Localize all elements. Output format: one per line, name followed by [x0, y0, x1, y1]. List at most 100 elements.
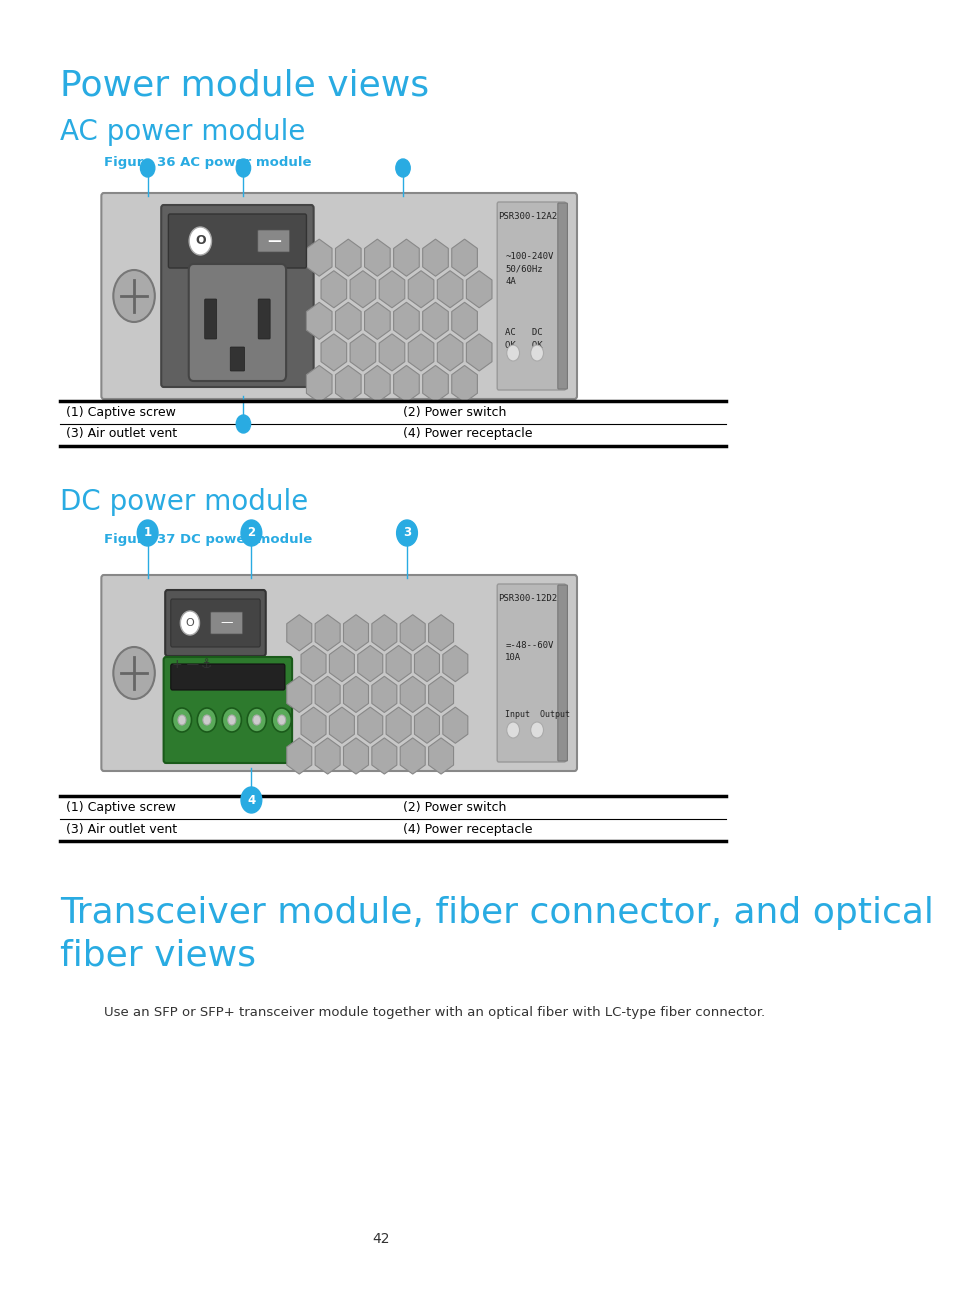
Polygon shape	[452, 302, 476, 340]
Circle shape	[113, 270, 154, 321]
Polygon shape	[335, 365, 361, 403]
Polygon shape	[314, 737, 340, 774]
Polygon shape	[357, 708, 382, 744]
Polygon shape	[314, 614, 340, 651]
Polygon shape	[321, 334, 346, 371]
FancyBboxPatch shape	[205, 299, 216, 340]
Polygon shape	[400, 614, 425, 651]
Text: AC   DC
OK   OK: AC DC OK OK	[505, 328, 542, 350]
Text: 42: 42	[372, 1232, 389, 1245]
Text: —: —	[220, 617, 233, 630]
Text: (3) Air outlet vent: (3) Air outlet vent	[66, 823, 177, 836]
Circle shape	[506, 722, 519, 737]
FancyBboxPatch shape	[497, 584, 565, 762]
Text: =-48--60V
10A: =-48--60V 10A	[505, 642, 553, 662]
Polygon shape	[364, 302, 390, 340]
Polygon shape	[372, 677, 396, 713]
Circle shape	[228, 715, 235, 724]
Text: 4: 4	[247, 793, 255, 806]
Circle shape	[236, 415, 251, 433]
Text: Power module views: Power module views	[60, 67, 429, 102]
Polygon shape	[394, 365, 418, 403]
Text: (4) Power receptacle: (4) Power receptacle	[402, 823, 532, 836]
Polygon shape	[428, 677, 453, 713]
FancyBboxPatch shape	[230, 347, 244, 371]
Polygon shape	[422, 302, 448, 340]
Circle shape	[241, 787, 261, 813]
Polygon shape	[408, 334, 434, 371]
Polygon shape	[436, 271, 462, 307]
Polygon shape	[422, 240, 448, 276]
Text: PSR300-12A2: PSR300-12A2	[497, 213, 557, 222]
FancyBboxPatch shape	[171, 599, 260, 647]
Polygon shape	[306, 240, 332, 276]
Polygon shape	[442, 645, 467, 682]
Polygon shape	[306, 302, 332, 340]
Polygon shape	[452, 365, 476, 403]
Polygon shape	[287, 614, 312, 651]
Polygon shape	[408, 271, 434, 307]
Text: Use an SFP or SFP+ transceiver module together with an optical fiber with LC-typ: Use an SFP or SFP+ transceiver module to…	[104, 1006, 764, 1019]
Text: O: O	[186, 618, 194, 629]
FancyBboxPatch shape	[497, 202, 565, 390]
Polygon shape	[452, 240, 476, 276]
Circle shape	[241, 520, 261, 546]
FancyBboxPatch shape	[169, 214, 306, 268]
Circle shape	[172, 708, 192, 732]
FancyBboxPatch shape	[257, 229, 290, 251]
FancyBboxPatch shape	[558, 584, 567, 761]
Circle shape	[236, 159, 251, 178]
Polygon shape	[335, 240, 361, 276]
FancyBboxPatch shape	[211, 612, 242, 634]
Circle shape	[277, 715, 285, 724]
FancyBboxPatch shape	[189, 264, 286, 381]
Polygon shape	[364, 240, 390, 276]
Polygon shape	[386, 645, 411, 682]
Polygon shape	[414, 708, 439, 744]
Circle shape	[396, 520, 417, 546]
Text: 1: 1	[144, 526, 152, 539]
Polygon shape	[386, 708, 411, 744]
Text: 2: 2	[247, 526, 255, 539]
Polygon shape	[301, 645, 326, 682]
Text: Figure 36 AC power module: Figure 36 AC power module	[104, 156, 311, 168]
Polygon shape	[466, 271, 492, 307]
Polygon shape	[372, 737, 396, 774]
Circle shape	[530, 722, 543, 737]
Text: (2) Power switch: (2) Power switch	[402, 801, 506, 814]
Circle shape	[189, 227, 212, 255]
Polygon shape	[343, 614, 368, 651]
Circle shape	[506, 345, 519, 362]
Text: (1) Captive screw: (1) Captive screw	[66, 406, 176, 419]
Text: DC power module: DC power module	[60, 489, 308, 516]
Polygon shape	[350, 271, 375, 307]
Polygon shape	[436, 334, 462, 371]
Polygon shape	[442, 708, 467, 744]
FancyBboxPatch shape	[171, 664, 285, 689]
Circle shape	[180, 610, 199, 635]
Polygon shape	[321, 271, 346, 307]
Circle shape	[247, 708, 266, 732]
Text: Figure 37 DC power module: Figure 37 DC power module	[104, 533, 312, 546]
Text: PSR300-12D2: PSR300-12D2	[497, 594, 557, 603]
Circle shape	[113, 647, 154, 699]
Polygon shape	[335, 302, 361, 340]
Polygon shape	[428, 737, 453, 774]
Text: (4) Power receptacle: (4) Power receptacle	[402, 428, 532, 441]
Circle shape	[197, 708, 216, 732]
FancyBboxPatch shape	[163, 657, 292, 763]
Text: ~100-240V
50/60Hz
4A: ~100-240V 50/60Hz 4A	[505, 251, 553, 286]
Polygon shape	[306, 365, 332, 403]
FancyBboxPatch shape	[165, 590, 266, 656]
Circle shape	[272, 708, 291, 732]
Polygon shape	[466, 334, 492, 371]
Polygon shape	[350, 334, 375, 371]
Circle shape	[530, 345, 543, 362]
Polygon shape	[287, 677, 312, 713]
Circle shape	[140, 159, 154, 178]
FancyBboxPatch shape	[101, 575, 577, 771]
Polygon shape	[378, 271, 404, 307]
Polygon shape	[343, 737, 368, 774]
Text: (2) Power switch: (2) Power switch	[402, 406, 506, 419]
Polygon shape	[364, 365, 390, 403]
